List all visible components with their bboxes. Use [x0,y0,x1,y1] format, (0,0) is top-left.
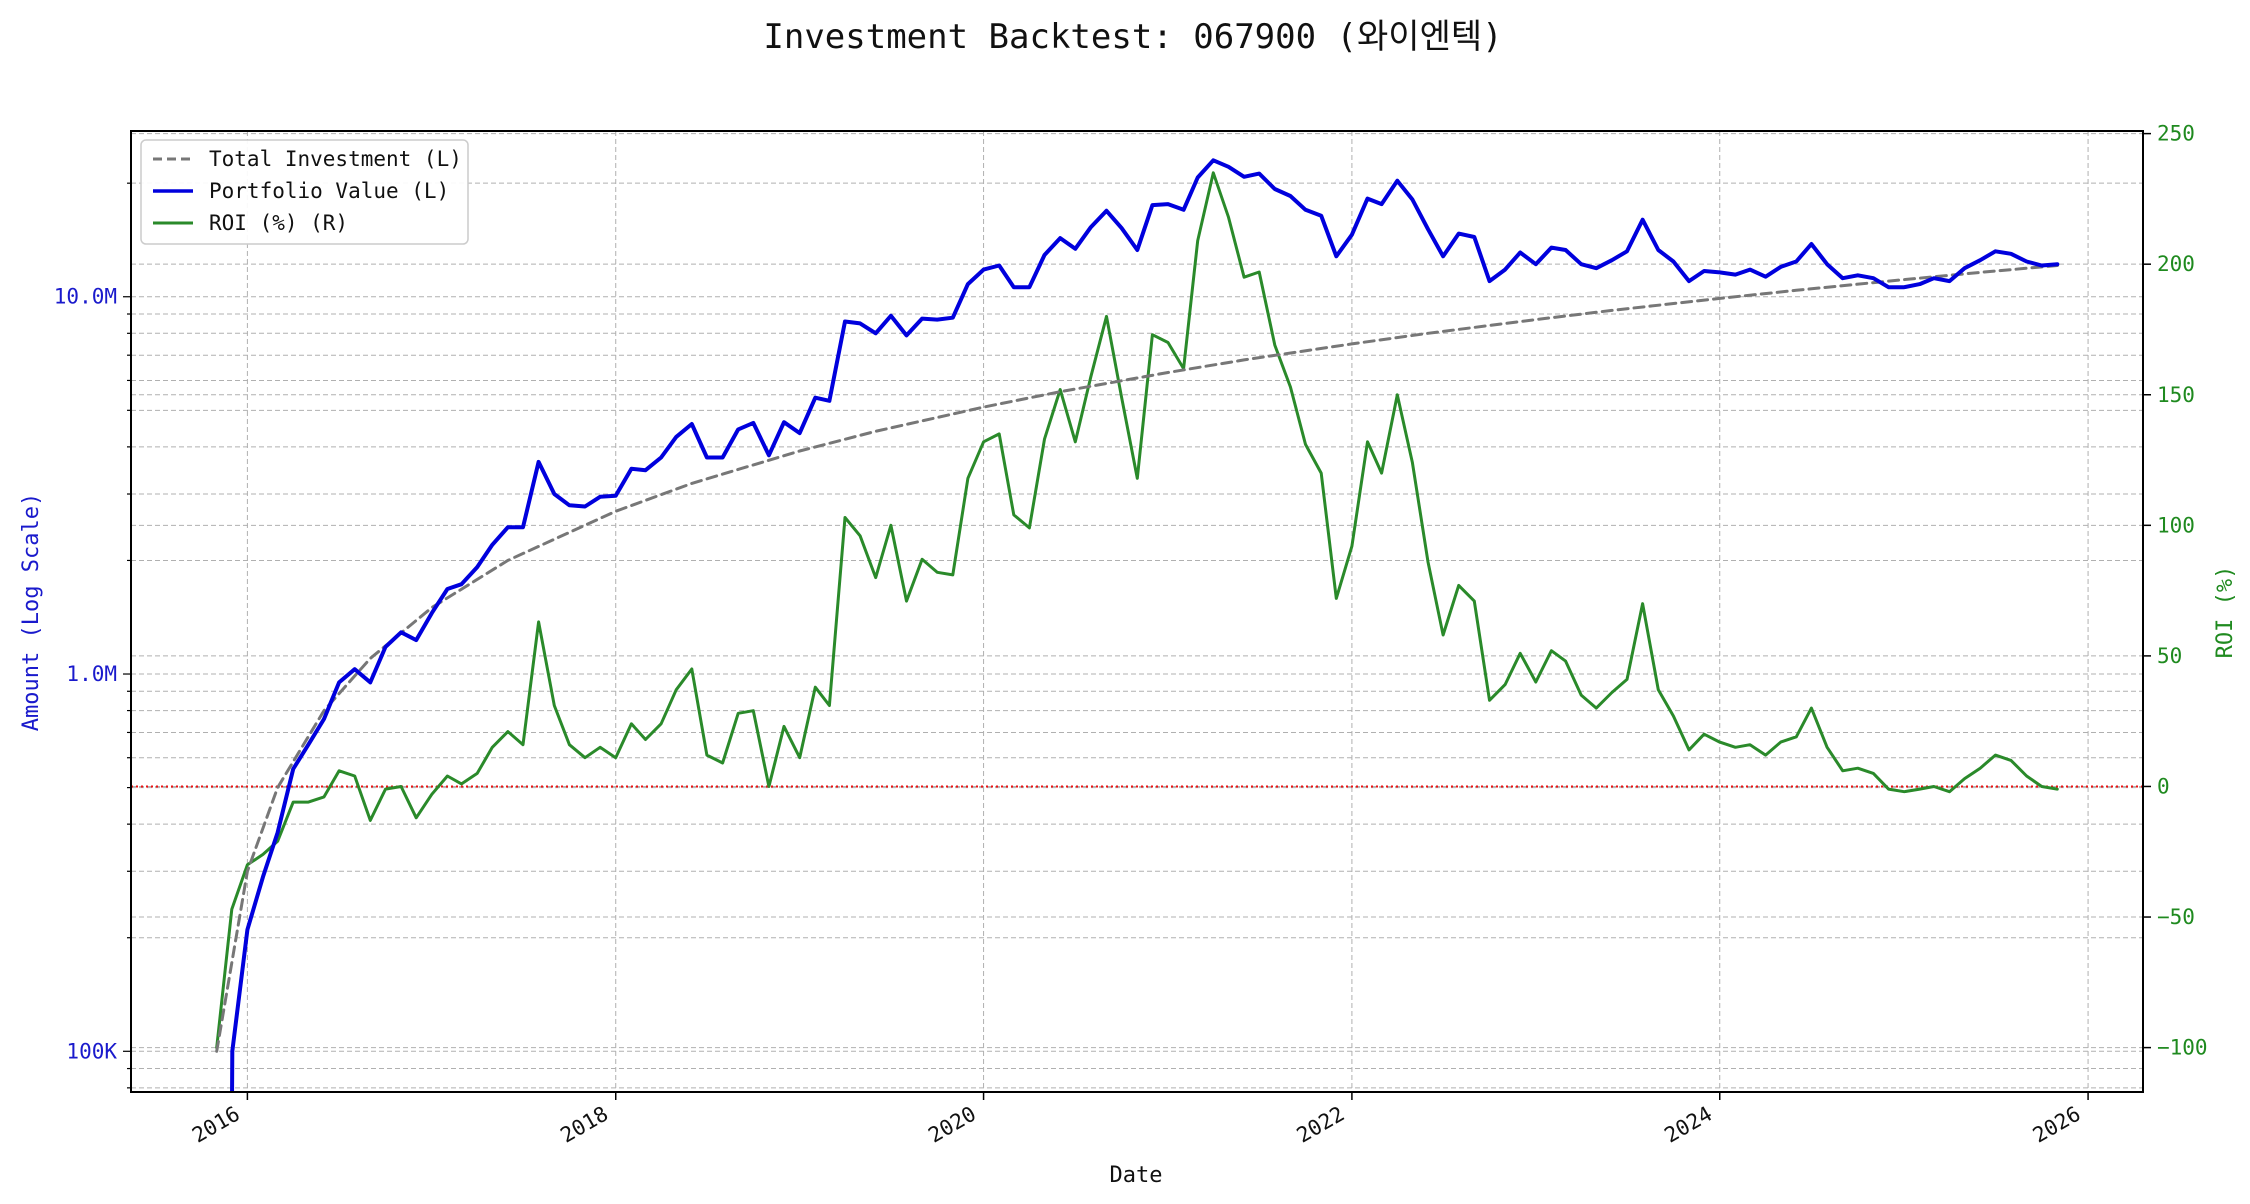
left-tick-label: 10.0M [54,285,117,309]
total-investment-line [215,264,2059,1053]
right-tick-label: −100 [2157,1036,2208,1060]
left-tick-label: 1.0M [66,662,117,686]
legend-box [140,139,469,245]
x-axis-label: Date [1110,1163,1163,1188]
right-tick-label: 250 [2157,122,2195,146]
plot-frame [130,130,2144,1093]
right-axis-label: ROI (%) [2213,566,2238,659]
legend-label-roi: ROI (%) (R) [209,211,348,235]
right-tick-label: 150 [2157,383,2195,407]
legend-label-total-investment: Total Investment (L) [209,147,462,171]
portfolio-value-line [230,158,2060,1092]
legend-label-portfolio-value: Portfolio Value (L) [209,179,449,203]
right-tick-label: 0 [2157,774,2170,798]
right-tick-label: 100 [2157,513,2195,537]
series-layer [131,158,2143,1092]
roi-line [215,171,2059,1050]
chart-title: Investment Backtest: 067900 (와이엔텍) [763,17,1502,57]
right-tick-label: −50 [2157,905,2195,929]
right-tick-label: 50 [2157,644,2182,668]
left-axis-label: Amount (Log Scale) [19,493,44,731]
right-tick-label: 200 [2157,252,2195,276]
left-tick-label: 100K [66,1039,117,1063]
legend: Total Investment (L) Portfolio Value (L)… [140,139,469,245]
grid-layer [131,131,2143,1092]
